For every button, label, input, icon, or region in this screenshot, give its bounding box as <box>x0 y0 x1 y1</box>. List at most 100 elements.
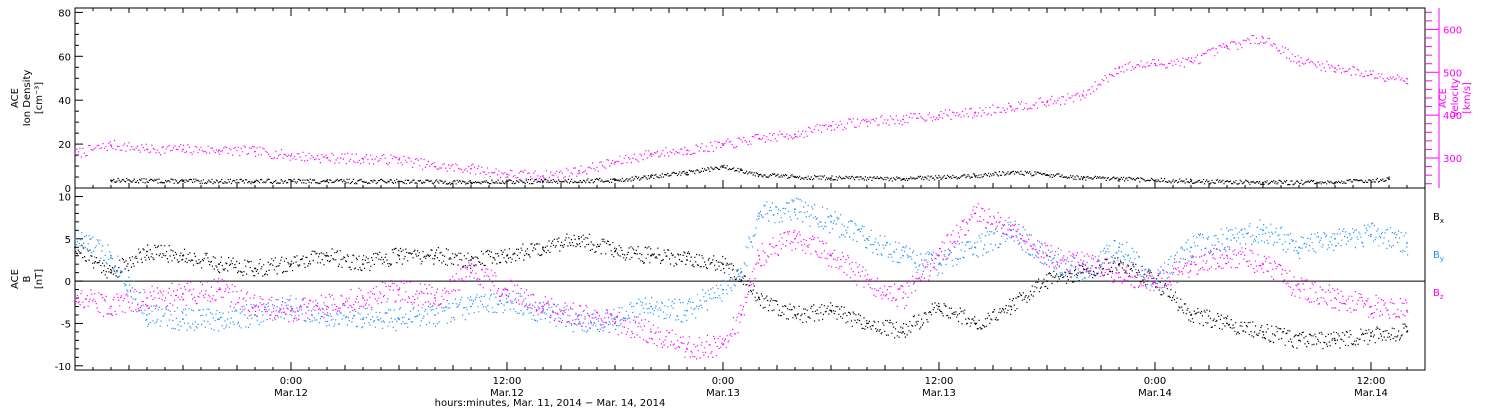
series-bz-point <box>722 343 724 346</box>
series-velocity-point <box>686 149 688 152</box>
series-velocity-point <box>326 157 328 159</box>
series-bz-point <box>614 322 616 325</box>
series-bx-point <box>1226 322 1228 325</box>
series-velocity-point <box>794 133 796 136</box>
series-velocity-point <box>1010 105 1012 108</box>
series-velocity-point <box>650 152 652 155</box>
xtick-date-label: Mar.12 <box>274 388 308 399</box>
b-axis-label-line: ACE <box>10 269 21 289</box>
series-by-point <box>326 314 328 316</box>
series-by-point <box>758 212 760 215</box>
series-ion-density-point <box>974 175 976 177</box>
series-ion-density-point <box>110 179 112 182</box>
series-by-point <box>1190 246 1192 249</box>
velocity-tick-label: 600 <box>1443 25 1462 36</box>
series-velocity-point <box>542 175 544 177</box>
series-bx-point <box>1298 339 1300 342</box>
xtick-date-label: Mar.13 <box>706 388 740 399</box>
series-by-points <box>75 197 1409 333</box>
series-velocity-points <box>75 35 1409 182</box>
series-by-point <box>1406 242 1408 244</box>
series-velocity-point <box>866 120 868 123</box>
series-velocity-point <box>146 148 148 151</box>
series-bx-point <box>938 305 940 308</box>
series-by-point <box>218 318 220 321</box>
series-bz-point <box>578 314 580 316</box>
series-bz-point <box>506 288 508 291</box>
series-by-point <box>830 221 832 223</box>
density-tick-label: 60 <box>58 52 71 63</box>
top-plot-frame <box>74 7 1426 189</box>
series-velocity-point <box>1118 67 1120 69</box>
xtick-time-label: 0:00 <box>1144 376 1166 387</box>
series-by-point <box>146 314 148 316</box>
bottom-panel: -10-50510ACEB[nT]BxByBz0:00Mar.1212:00Ma… <box>10 187 1444 409</box>
series-bx-point <box>866 322 868 325</box>
series-by-point <box>1118 246 1120 249</box>
series-velocity-point <box>722 144 724 147</box>
series-bx-point <box>902 331 904 333</box>
series-bz-point <box>290 309 292 312</box>
series-by-point <box>362 318 364 321</box>
series-ion-density-point <box>830 177 832 180</box>
series-bz-point <box>1262 263 1264 266</box>
series-by-point <box>398 318 400 321</box>
density-axis-label-line: [cm⁻³] <box>34 82 45 114</box>
series-bz-point <box>434 297 436 299</box>
xtick-date-label: Mar.14 <box>1354 388 1388 399</box>
b-tick-label: -5 <box>61 319 71 330</box>
legend-sub: y <box>1440 255 1444 263</box>
series-bz-point <box>758 254 760 257</box>
xtick-date-label: Mar.14 <box>1138 388 1172 399</box>
series-bz-point <box>1010 229 1012 232</box>
series-velocity-point <box>290 155 292 157</box>
legend-sub: z <box>1440 293 1444 301</box>
series-by-point <box>578 322 580 325</box>
series-by-point <box>974 246 976 249</box>
series-bx-point <box>326 254 328 257</box>
series-bx-point <box>686 259 688 261</box>
series-bx-point <box>1370 335 1372 337</box>
series-velocity-point <box>506 173 508 176</box>
b-axis-label: ACEB[nT] <box>10 269 45 289</box>
series-ion-density-point <box>182 180 184 183</box>
velocity-tick-label: 500 <box>1443 68 1462 79</box>
series-bx-point <box>578 237 580 240</box>
series-by-point <box>686 309 688 312</box>
series-velocity-point <box>938 114 940 116</box>
series-bx-point <box>74 246 76 249</box>
series-bx-point <box>1190 314 1192 316</box>
xtick-time-label: 12:00 <box>925 376 954 387</box>
series-by-point <box>1334 237 1336 240</box>
series-ion-density-point <box>722 166 724 169</box>
series-bz-point <box>470 271 472 274</box>
series-by-point <box>1370 233 1372 236</box>
series-bz-point <box>1118 271 1120 274</box>
series-by-point <box>650 305 652 308</box>
series-bz-point <box>146 297 148 299</box>
series-by-point <box>938 263 940 266</box>
b-axis-label-line: [nT] <box>34 269 45 289</box>
series-ion-density-point <box>398 180 400 183</box>
series-bx-point <box>146 250 148 253</box>
series-velocity-point <box>218 149 220 152</box>
series-bz-point <box>1370 305 1372 308</box>
density-axis-label-line: ACE <box>10 88 21 108</box>
b-tick-label: -10 <box>55 362 71 373</box>
series-bz-point <box>1406 309 1408 312</box>
series-bz-point <box>1226 254 1228 257</box>
series-bx-point <box>182 254 184 257</box>
series-velocity-point <box>1370 73 1372 76</box>
series-velocity-point <box>110 144 112 147</box>
velocity-axis-label-line: Velocity <box>1450 78 1461 117</box>
series-by-point <box>1262 229 1264 232</box>
series-bz-point <box>1082 263 1084 266</box>
velocity-axis-label: ACEVelocity[km/s] <box>1438 78 1473 117</box>
series-bz-point <box>182 292 184 295</box>
series-bz-point <box>326 305 328 308</box>
series-bz-point <box>830 254 832 257</box>
legend-main: B <box>1433 250 1440 261</box>
xtick-date-label: Mar.12 <box>490 388 524 399</box>
